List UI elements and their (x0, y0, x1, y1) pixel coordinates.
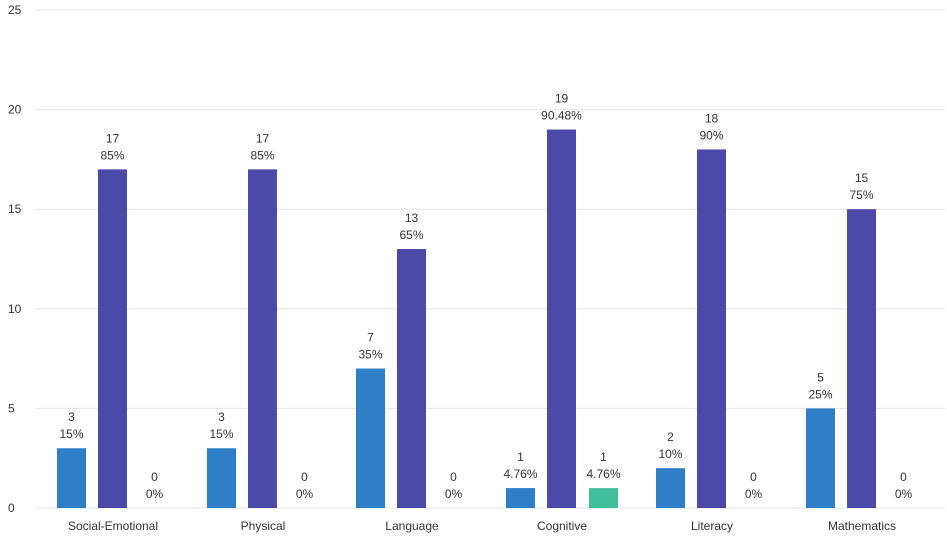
y-tick-label-0: 0 (8, 501, 15, 515)
y-tick-label-3: 15 (8, 202, 22, 216)
data-label-percent-s1-c0: 85% (100, 148, 124, 162)
y-tick-label-2: 10 (8, 302, 22, 316)
y-tick-label-1: 5 (8, 401, 15, 415)
bar-s1-c5 (847, 209, 876, 508)
bar-s1-c1 (248, 169, 277, 509)
data-label-count-s1-c0: 17 (106, 131, 120, 145)
data-label-percent-s1-c2: 65% (399, 228, 423, 242)
data-label-percent-s1-c3: 90.48% (541, 109, 582, 123)
data-label-count-s1-c5: 15 (855, 171, 869, 185)
data-label-count-s0-c0: 3 (68, 410, 75, 424)
data-label-count-s2-c1: 0 (301, 470, 308, 484)
data-label-percent-s2-c2: 0% (445, 487, 463, 501)
data-label-count-s0-c4: 2 (667, 430, 674, 444)
data-label-percent-s2-c4: 0% (745, 487, 763, 501)
x-axis-ticks: Social-Emotional Physical Language Cognitiv… (68, 519, 896, 533)
data-label-count-s0-c1: 3 (218, 410, 225, 424)
bar-s0-c1 (207, 448, 236, 508)
data-label-count-s1-c3: 19 (555, 92, 569, 106)
x-tick-label-0: Social-Emotional (68, 519, 158, 533)
y-axis-ticks: 0 5 10 15 20 25 (8, 3, 22, 515)
grid-lines (35, 9, 945, 509)
x-tick-label-4: Literacy (691, 519, 733, 533)
data-label-count-s2-c2: 0 (450, 470, 457, 484)
x-tick-label-3: Cognitive (537, 519, 587, 533)
data-label-percent-s2-c1: 0% (296, 487, 314, 501)
bar-s1-c2 (397, 249, 426, 509)
data-label-count-s1-c2: 13 (405, 211, 419, 225)
data-label-percent-s2-c0: 0% (146, 487, 164, 501)
bar-s1-c4 (697, 149, 726, 508)
data-label-percent-s0-c5: 25% (808, 387, 832, 401)
data-label-percent-s1-c4: 90% (699, 128, 723, 142)
x-tick-label-1: Physical (241, 519, 286, 533)
data-label-count-s0-c3: 1 (517, 450, 524, 464)
data-label-count-s0-c2: 7 (367, 331, 374, 345)
data-label-count-s1-c4: 18 (705, 111, 719, 125)
bar-s0-c3 (506, 488, 535, 508)
data-label-percent-s1-c5: 75% (849, 188, 873, 202)
data-label-percent-s0-c0: 15% (59, 427, 83, 441)
bar-s1-c0 (98, 169, 127, 509)
data-label-percent-s2-c5: 0% (895, 487, 913, 501)
x-tick-label-5: Mathematics (828, 519, 896, 533)
bar-s0-c4 (656, 468, 685, 508)
data-label-percent-s0-c3: 4.76% (503, 467, 537, 481)
data-label-count-s2-c0: 0 (151, 470, 158, 484)
data-label-count-s2-c5: 0 (900, 470, 907, 484)
data-label-percent-s0-c4: 10% (658, 447, 682, 461)
bar-s2-c3 (589, 488, 618, 508)
data-label-count-s0-c5: 5 (817, 370, 824, 384)
data-label-percent-s0-c2: 35% (358, 348, 382, 362)
bar-s0-c5 (806, 408, 835, 508)
data-label-count-s2-c4: 0 (750, 470, 757, 484)
bars (57, 129, 876, 509)
data-label-percent-s0-c1: 15% (209, 427, 233, 441)
data-labels: 315%315%735%14.76%210%525%1785%1785%1365… (59, 92, 912, 501)
bar-s0-c2 (356, 368, 385, 508)
x-tick-label-2: Language (385, 519, 439, 533)
data-label-count-s1-c1: 17 (256, 131, 270, 145)
data-label-count-s2-c3: 1 (600, 450, 607, 464)
y-tick-label-5: 25 (8, 3, 22, 17)
bar-s0-c0 (57, 448, 86, 508)
data-label-percent-s1-c1: 85% (250, 148, 274, 162)
bar-s1-c3 (547, 129, 576, 508)
y-tick-label-4: 20 (8, 103, 22, 117)
data-label-percent-s2-c3: 4.76% (586, 467, 620, 481)
